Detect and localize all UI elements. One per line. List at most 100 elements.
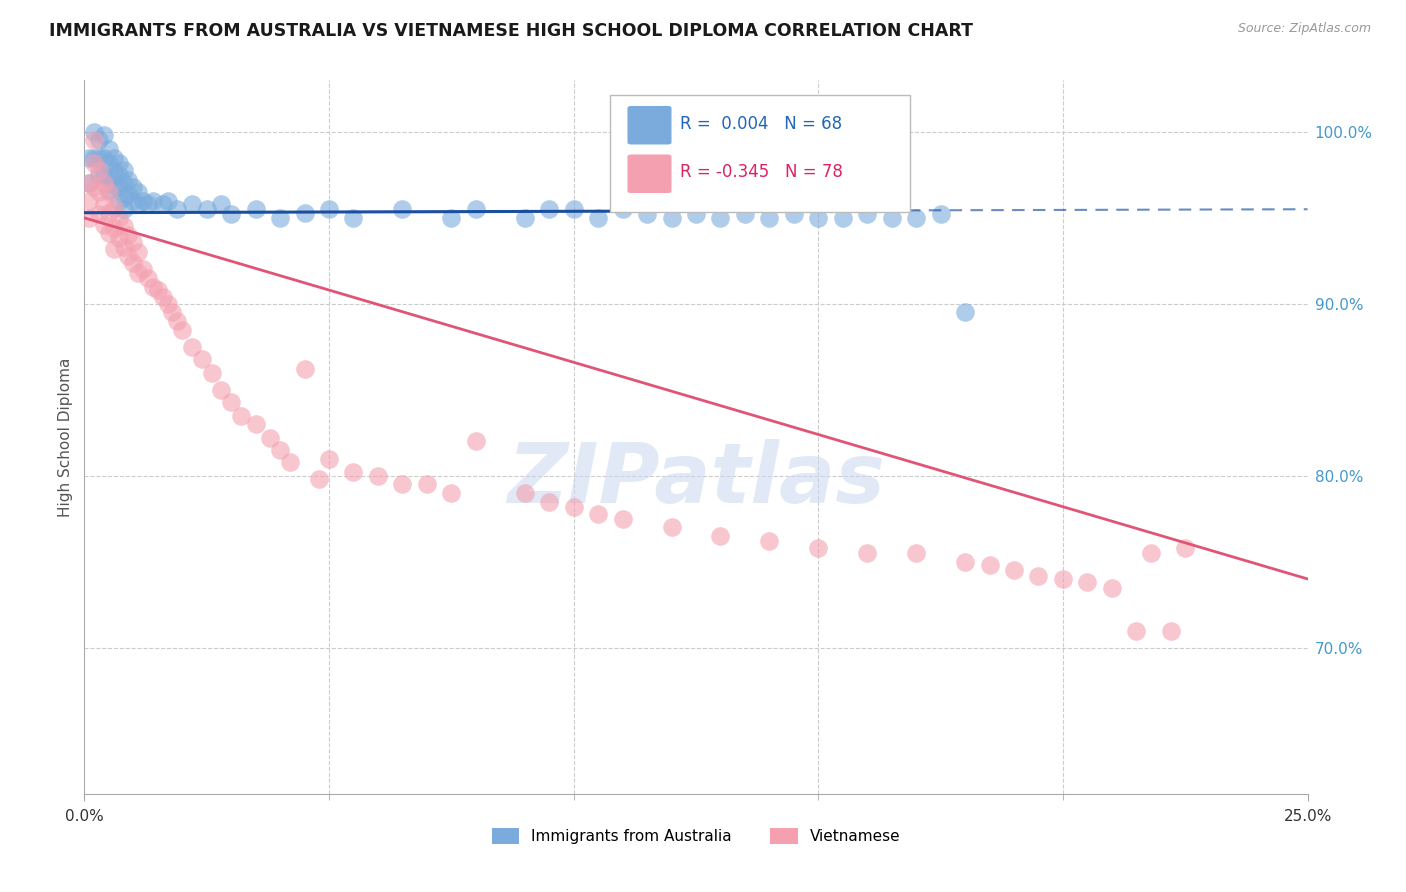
Point [136,197,159,211]
Point [318,202,340,217]
Point [612,202,634,217]
Point [953,555,976,569]
Point [93,218,115,232]
Point [97,183,120,197]
Point [342,466,364,480]
Point [245,417,267,432]
Point [117,186,139,201]
Text: IMMIGRANTS FROM AUSTRALIA VS VIETNAMESE HIGH SCHOOL DIPLOMA CORRELATION CHART: IMMIGRANTS FROM AUSTRALIA VS VIETNAMESE … [49,22,973,40]
Point [831,211,853,225]
Point [107,156,129,170]
Point [562,202,585,217]
Point [83,156,105,170]
Point [97,205,120,219]
Point [1052,572,1074,586]
Point [97,156,120,170]
Point [103,164,125,178]
Point [513,486,536,500]
Point [127,266,149,280]
Point [112,177,135,191]
Point [83,133,105,147]
Point [77,177,100,191]
Point [209,197,232,211]
Point [127,245,149,260]
Text: R =  0.004   N = 68: R = 0.004 N = 68 [681,115,842,133]
Point [538,494,561,508]
Point [97,142,120,156]
Point [117,227,139,242]
Point [132,262,155,277]
Point [1125,624,1147,638]
Point [127,185,149,199]
Point [1002,563,1025,577]
Point [103,221,125,235]
Point [142,279,165,293]
Point [117,173,139,187]
Point [97,227,120,241]
Point [87,162,110,177]
Point [1028,568,1050,582]
Point [209,383,232,397]
Point [112,219,135,234]
Point [538,202,561,217]
Point [734,207,756,221]
Point [107,168,129,182]
Point [269,211,291,225]
Point [146,283,169,297]
Point [152,197,174,211]
Point [1076,575,1098,590]
Point [367,468,389,483]
Point [880,211,903,225]
Point [112,202,135,217]
Point [856,546,879,560]
Point [181,197,204,211]
Point [219,394,242,409]
Point [294,362,316,376]
Point [122,235,145,249]
FancyBboxPatch shape [610,95,910,212]
Point [636,207,658,221]
Point [191,351,214,366]
Point [953,305,976,319]
Point [93,128,115,143]
Point [77,211,100,225]
Point [103,242,125,256]
Point [685,207,707,221]
Point [758,211,780,225]
Point [77,151,100,165]
Point [166,314,188,328]
Point [87,133,110,147]
Point [709,529,731,543]
Point [586,211,609,225]
Point [269,442,291,457]
Point [195,202,218,217]
Point [1160,624,1182,638]
Y-axis label: High School Diploma: High School Diploma [58,358,73,516]
Point [905,211,928,225]
Point [97,185,120,199]
Point [1140,546,1163,560]
Point [929,207,952,221]
Point [783,207,806,221]
Point [464,434,486,449]
Point [112,190,135,204]
Point [152,290,174,304]
Point [136,271,159,285]
Point [259,431,281,445]
Point [83,180,105,194]
Point [464,202,486,217]
Point [83,125,105,139]
FancyBboxPatch shape [627,106,672,145]
Point [979,558,1001,573]
Point [103,151,125,165]
Point [181,340,204,354]
Legend: Immigrants from Australia, Vietnamese: Immigrants from Australia, Vietnamese [485,822,907,850]
Point [562,500,585,514]
Point [440,211,463,225]
Point [758,534,780,549]
Point [132,194,155,208]
Point [856,207,879,221]
Point [112,162,135,177]
Point [294,205,316,219]
Point [709,211,731,225]
